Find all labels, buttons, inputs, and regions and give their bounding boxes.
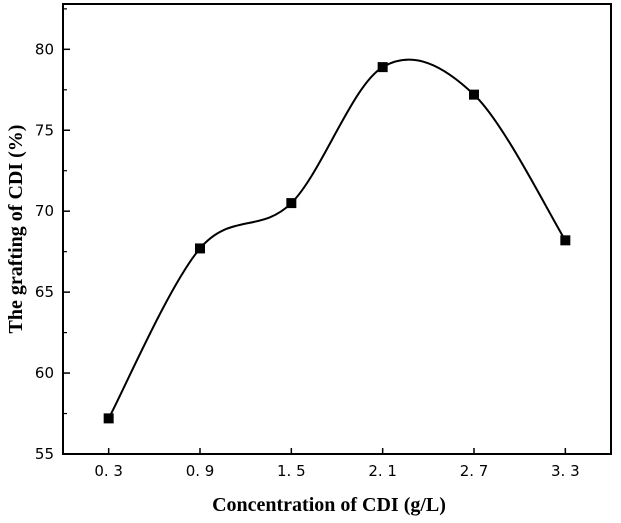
y-tick-label: 60 xyxy=(35,364,54,382)
y-tick-label: 70 xyxy=(35,202,54,220)
data-point xyxy=(378,62,388,72)
y-axis-title: The grafting of CDI (%) xyxy=(5,125,27,334)
data-point xyxy=(560,235,570,245)
data-point xyxy=(469,90,479,100)
series-line xyxy=(109,60,566,419)
x-tick-label: 1. 5 xyxy=(277,462,306,480)
y-axis-ticks: 55 60 65 70 75 80 xyxy=(35,9,70,463)
y-tick-label: 80 xyxy=(35,40,54,58)
data-point xyxy=(286,198,296,208)
x-tick-label: 3. 3 xyxy=(551,462,580,480)
y-tick-label: 65 xyxy=(35,283,54,301)
x-tick-label: 2. 1 xyxy=(368,462,397,480)
x-tick-label: 0. 3 xyxy=(94,462,123,480)
x-axis-ticks: 0. 3 0. 9 1. 5 2. 1 2. 7 3. 3 xyxy=(94,448,579,480)
x-axis-title: Concentration of CDI (g/L) xyxy=(212,494,446,516)
data-markers xyxy=(104,62,571,423)
y-tick-label: 55 xyxy=(35,445,54,463)
plot-frame xyxy=(63,4,611,454)
data-point xyxy=(195,243,205,253)
x-tick-label: 2. 7 xyxy=(460,462,489,480)
y-tick-label: 75 xyxy=(35,121,54,139)
x-tick-label: 0. 9 xyxy=(186,462,215,480)
data-point xyxy=(104,413,114,423)
